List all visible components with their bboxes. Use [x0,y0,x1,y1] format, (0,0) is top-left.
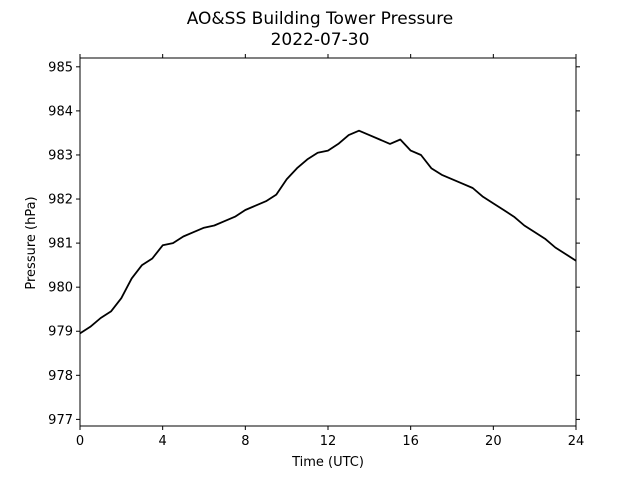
y-tick-label: 985 [48,60,73,75]
x-tick-label: 24 [568,434,585,449]
x-tick-label: 12 [320,434,337,449]
x-axis-label: Time (UTC) [291,455,364,470]
y-axis-label: Pressure (hPa) [24,196,39,289]
plot-frame [79,57,577,427]
x-tick-label: 8 [241,434,249,449]
y-tick-label: 978 [48,369,73,384]
y-tick-label: 984 [48,104,73,119]
x-tick-label: 20 [485,434,502,449]
x-axis: 0 4 8 12 16 20 24 [76,54,584,449]
x-tick-label: 4 [159,434,167,449]
y-tick-label: 977 [48,413,73,428]
y-tick-label: 981 [48,237,73,252]
chart-title: AO&SS Building Tower Pressure [187,9,454,29]
chart-subtitle: 2022-07-30 [271,30,370,50]
y-tick-label: 982 [48,193,73,208]
y-tick-label: 983 [48,148,73,163]
y-tick-label: 979 [48,325,73,340]
y-axis: 977 978 979 980 981 982 983 984 985 [48,60,580,428]
x-tick-label: 0 [76,434,84,449]
x-tick-label: 16 [402,434,419,449]
y-tick-label: 980 [48,281,73,296]
pressure-series-line [79,129,577,335]
